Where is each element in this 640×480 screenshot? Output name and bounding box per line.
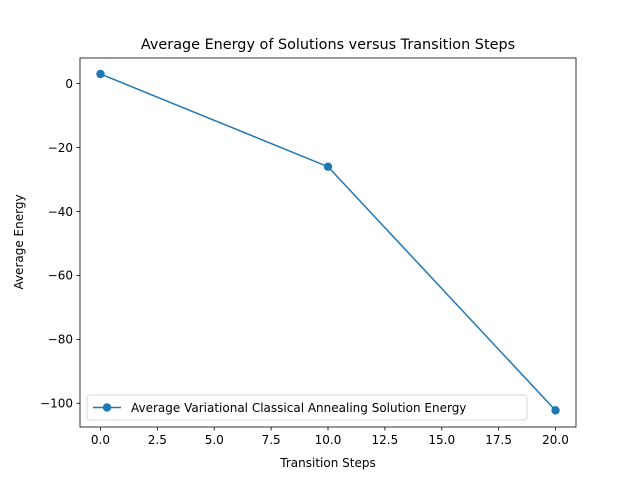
y-tick-label: −80: [48, 333, 73, 347]
legend: Average Variational Classical Annealing …: [86, 394, 528, 421]
x-tick-label: 10.0: [315, 433, 342, 447]
y-tick-label: 0: [65, 77, 73, 91]
y-axis-label: Average Energy: [12, 194, 26, 289]
legend-box: [86, 394, 528, 421]
legend-label: Average Variational Classical Annealing …: [131, 401, 466, 415]
x-tick-label: 5.0: [205, 433, 224, 447]
x-axis-label: Transition Steps: [279, 456, 375, 470]
y-tick-label: −100: [40, 397, 73, 411]
y-tick-label: −60: [48, 269, 73, 283]
y-tick-label: −20: [48, 141, 73, 155]
data-point: [96, 69, 105, 79]
data-point: [323, 162, 333, 171]
series-layer: [96, 69, 560, 415]
x-tick-label: 15.0: [428, 433, 455, 447]
x-tick-label: 12.5: [372, 433, 399, 447]
x-axis: 0.0 2.5 5.0 7.5 10.0 12.5 15.0 17.5 20.0: [91, 427, 569, 447]
data-point: [551, 406, 560, 415]
x-tick-label: 20.0: [542, 433, 569, 447]
x-tick-label: 17.5: [485, 433, 512, 447]
chart-title: Average Energy of Solutions versus Trans…: [141, 37, 515, 53]
legend-marker: [102, 403, 112, 412]
y-axis: 0 −20 −40 −60 −80 −100: [40, 77, 80, 411]
x-tick-label: 7.5: [262, 433, 281, 447]
x-tick-label: 2.5: [148, 433, 167, 447]
y-tick-label: −40: [48, 205, 73, 219]
x-tick-label: 0.0: [91, 433, 110, 447]
